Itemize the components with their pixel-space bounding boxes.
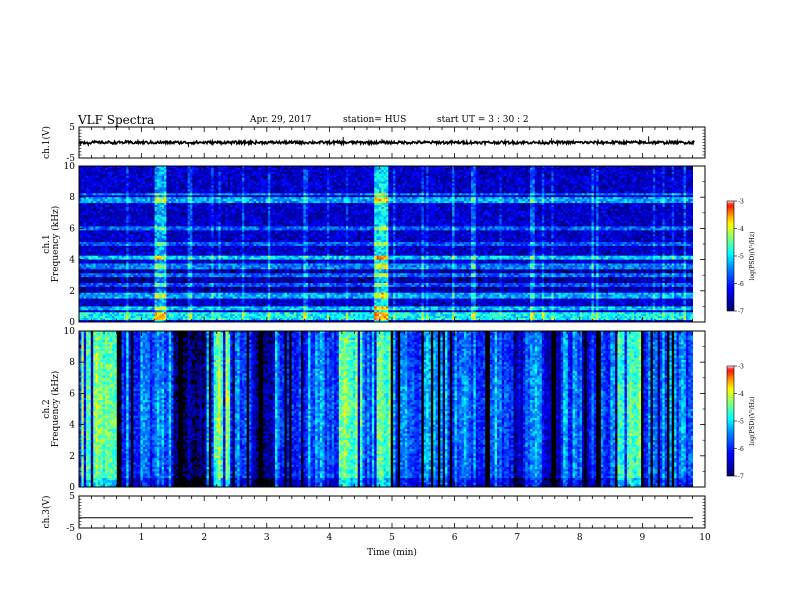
ch1-spectrogram (79, 166, 693, 322)
